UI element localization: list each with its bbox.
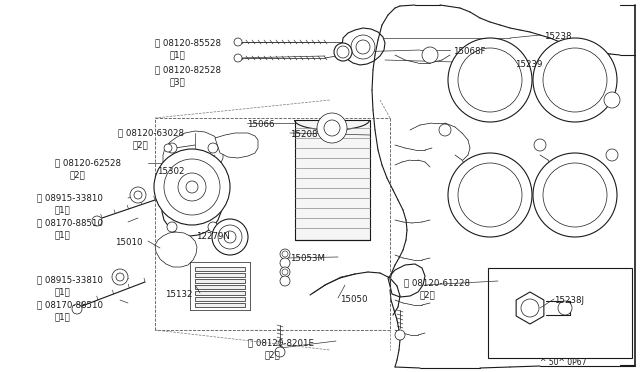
Circle shape [337, 46, 349, 58]
Text: （2）: （2） [133, 140, 148, 149]
Text: （1）: （1） [55, 312, 71, 321]
Circle shape [116, 273, 124, 281]
Circle shape [521, 299, 539, 317]
Circle shape [167, 143, 177, 153]
Circle shape [224, 231, 236, 243]
Text: Ⓟ 08915-33810: Ⓟ 08915-33810 [37, 193, 103, 202]
Text: 15066: 15066 [247, 120, 275, 129]
Text: 15053M: 15053M [290, 254, 325, 263]
Polygon shape [516, 292, 544, 324]
Bar [195, 267, 245, 271]
Circle shape [317, 113, 347, 143]
Circle shape [164, 144, 172, 152]
Circle shape [458, 48, 522, 112]
Circle shape [167, 222, 177, 232]
Circle shape [164, 159, 220, 215]
Text: 15302: 15302 [157, 167, 184, 176]
Text: Ⓟ 08915-33810: Ⓟ 08915-33810 [37, 275, 103, 284]
Text: Ⓑ 08120-85528: Ⓑ 08120-85528 [155, 38, 221, 47]
Text: （2）: （2） [420, 290, 436, 299]
Text: Ⓑ 08120-63028: Ⓑ 08120-63028 [118, 128, 184, 137]
Circle shape [92, 216, 102, 226]
Circle shape [72, 304, 82, 314]
Circle shape [558, 301, 572, 315]
Bar [195, 303, 245, 307]
Circle shape [130, 187, 146, 203]
Text: 15239: 15239 [515, 60, 542, 69]
Circle shape [208, 222, 218, 232]
Text: 15238: 15238 [544, 32, 572, 41]
Circle shape [154, 149, 230, 225]
Circle shape [356, 40, 370, 54]
Polygon shape [388, 264, 425, 297]
Circle shape [534, 139, 546, 151]
Bar [195, 297, 245, 301]
Text: 15238J: 15238J [554, 296, 584, 305]
Text: 15208: 15208 [290, 130, 317, 139]
Circle shape [543, 163, 607, 227]
Circle shape [324, 120, 340, 136]
Circle shape [275, 347, 285, 357]
Circle shape [606, 149, 618, 161]
Polygon shape [215, 133, 258, 158]
Circle shape [212, 219, 248, 255]
Circle shape [395, 330, 405, 340]
Bar [295, 120, 370, 240]
Circle shape [533, 38, 617, 122]
Circle shape [218, 225, 242, 249]
Circle shape [280, 258, 290, 268]
Text: （1）: （1） [55, 287, 71, 296]
Text: 15132: 15132 [165, 290, 193, 299]
Text: （1）: （1） [55, 230, 71, 239]
Text: （1）: （1） [170, 50, 186, 59]
Circle shape [439, 124, 451, 136]
Bar [195, 279, 245, 283]
Circle shape [280, 276, 290, 286]
Circle shape [604, 92, 620, 108]
Circle shape [533, 153, 617, 237]
Circle shape [448, 153, 532, 237]
Text: Ⓑ 08120-62528: Ⓑ 08120-62528 [55, 158, 121, 167]
Text: （3）: （3） [170, 77, 186, 86]
Polygon shape [342, 28, 385, 65]
Text: 15050: 15050 [340, 295, 367, 304]
Circle shape [448, 38, 532, 122]
Text: Ⓑ 08170-88510: Ⓑ 08170-88510 [37, 300, 103, 309]
Text: 12279N: 12279N [196, 232, 230, 241]
Text: Ⓑ 08170-88510: Ⓑ 08170-88510 [37, 218, 103, 227]
Bar [195, 285, 245, 289]
Polygon shape [155, 232, 197, 267]
Text: 15010: 15010 [115, 238, 143, 247]
Circle shape [334, 43, 352, 61]
Circle shape [134, 191, 142, 199]
Circle shape [234, 54, 242, 62]
Text: Ⓑ 08120-8201E: Ⓑ 08120-8201E [248, 338, 314, 347]
Polygon shape [163, 131, 223, 165]
Text: Ⓑ 08120-82528: Ⓑ 08120-82528 [155, 65, 221, 74]
Polygon shape [162, 139, 222, 236]
Text: （1）: （1） [55, 205, 71, 214]
Text: （2）: （2） [70, 170, 86, 179]
Circle shape [280, 249, 290, 259]
Circle shape [280, 267, 290, 277]
Bar [488, 268, 632, 358]
Circle shape [422, 47, 438, 63]
Circle shape [186, 181, 198, 193]
Circle shape [178, 173, 206, 201]
Circle shape [234, 38, 242, 46]
Circle shape [351, 35, 375, 59]
Circle shape [543, 48, 607, 112]
Bar [195, 273, 245, 277]
Circle shape [282, 251, 288, 257]
Bar [195, 291, 245, 295]
Circle shape [282, 269, 288, 275]
Text: Ⓑ 08120-61228: Ⓑ 08120-61228 [404, 278, 470, 287]
Circle shape [458, 163, 522, 227]
Text: （2）: （2） [265, 350, 281, 359]
Circle shape [112, 269, 128, 285]
Circle shape [208, 143, 218, 153]
Text: ^ 50^ 0P67: ^ 50^ 0P67 [540, 358, 586, 367]
Text: 15068F: 15068F [453, 47, 486, 56]
